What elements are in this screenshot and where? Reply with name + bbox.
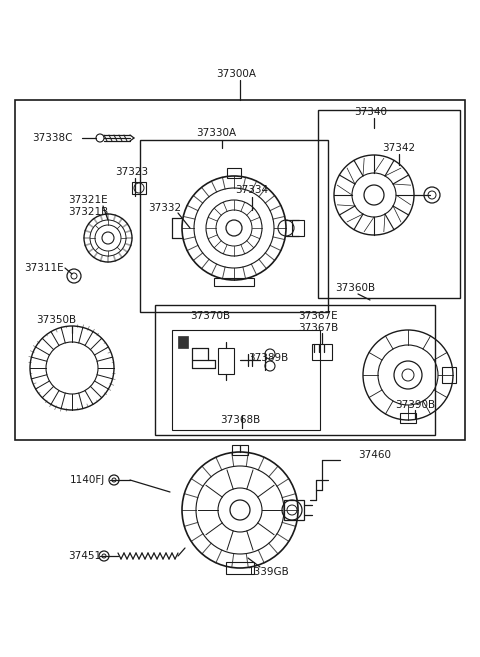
- Text: 37321B: 37321B: [68, 207, 108, 217]
- Bar: [140, 140, 328, 312]
- Text: 37330A: 37330A: [196, 128, 236, 138]
- Text: 37370B: 37370B: [190, 311, 230, 321]
- Bar: [232, 445, 248, 455]
- Bar: [292, 220, 304, 236]
- Bar: [400, 413, 416, 423]
- Bar: [178, 336, 188, 348]
- Text: 37334: 37334: [235, 185, 268, 195]
- Bar: [15, 100, 465, 440]
- Text: 37368B: 37368B: [220, 415, 260, 425]
- Text: 37360B: 37360B: [335, 283, 375, 293]
- Text: 37300A: 37300A: [216, 69, 256, 79]
- Text: 37323: 37323: [115, 167, 148, 177]
- Text: 37332: 37332: [148, 203, 181, 213]
- Bar: [226, 562, 254, 574]
- Text: 37321E: 37321E: [68, 195, 108, 205]
- Bar: [442, 367, 456, 383]
- Text: 37350B: 37350B: [36, 315, 76, 325]
- Bar: [132, 182, 146, 194]
- Text: 37338C: 37338C: [32, 133, 72, 143]
- Text: 37367B: 37367B: [298, 323, 338, 333]
- Text: 37367E: 37367E: [298, 311, 337, 321]
- Bar: [155, 305, 435, 435]
- Text: 37460: 37460: [358, 450, 391, 460]
- Text: 37390B: 37390B: [395, 400, 435, 410]
- Text: 1339GB: 1339GB: [248, 567, 290, 577]
- Bar: [172, 330, 320, 430]
- Text: 1140FJ: 1140FJ: [70, 475, 105, 485]
- Text: 37340: 37340: [354, 107, 387, 117]
- Bar: [214, 278, 254, 286]
- Text: 37311E: 37311E: [24, 263, 64, 273]
- Bar: [218, 348, 234, 374]
- Text: 37342: 37342: [382, 143, 415, 153]
- Text: 37451: 37451: [68, 551, 101, 561]
- Bar: [312, 344, 332, 360]
- Bar: [284, 500, 304, 520]
- Bar: [227, 168, 241, 178]
- Text: 37389B: 37389B: [248, 353, 288, 363]
- Bar: [318, 110, 460, 298]
